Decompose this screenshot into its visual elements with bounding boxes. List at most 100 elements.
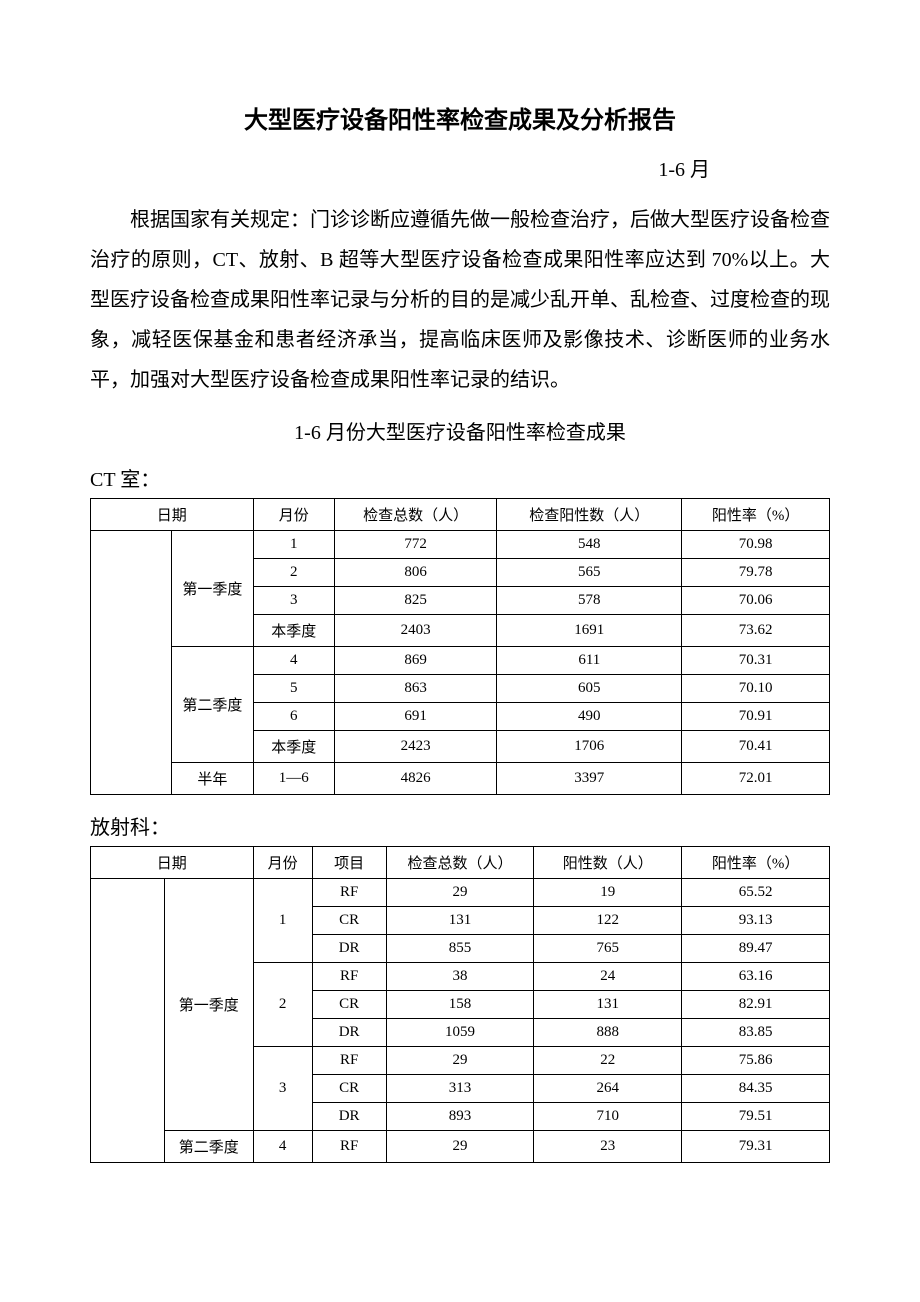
cell-pos: 19 xyxy=(534,879,682,907)
table-row: 第一季度 1 772 548 70.98 xyxy=(91,531,830,559)
quarter-label: 第二季度 xyxy=(172,647,253,763)
cell-rate: 70.10 xyxy=(682,675,830,703)
cell-rate: 84.35 xyxy=(682,1075,830,1103)
blank-cell xyxy=(91,531,172,795)
cell-rate: 70.31 xyxy=(682,647,830,675)
cell-total: 29 xyxy=(386,1131,534,1163)
cell-total: 29 xyxy=(386,879,534,907)
cell-rate: 82.91 xyxy=(682,991,830,1019)
cell-total: 855 xyxy=(386,935,534,963)
table-row: 半年 1—6 4826 3397 72.01 xyxy=(91,763,830,795)
quarter-label: 第二季度 xyxy=(164,1131,253,1163)
cell-month: 5 xyxy=(253,675,334,703)
cell-pos: 548 xyxy=(497,531,682,559)
report-subtitle: 1-6 月 xyxy=(90,153,830,182)
cell-item: CR xyxy=(312,1075,386,1103)
cell-month: 4 xyxy=(253,1131,312,1163)
table-heading: 1-6 月份大型医疗设备阳性率检查成果 xyxy=(90,416,830,445)
quarter-label: 第一季度 xyxy=(172,531,253,647)
cell-item: RF xyxy=(312,1047,386,1075)
cell-total: 825 xyxy=(334,587,497,615)
cell-rate: 79.78 xyxy=(682,559,830,587)
header-month: 月份 xyxy=(253,847,312,879)
cell-month: 2 xyxy=(253,963,312,1047)
header-date: 日期 xyxy=(91,499,254,531)
ct-section-label: CT 室： xyxy=(90,463,830,492)
header-rate: 阳性率（%） xyxy=(682,847,830,879)
header-pos: 检查阳性数（人） xyxy=(497,499,682,531)
cell-rate: 70.98 xyxy=(682,531,830,559)
table-header-row: 日期 月份 项目 检查总数（人） 阳性数（人） 阳性率（%） xyxy=(91,847,830,879)
cell-rate: 70.06 xyxy=(682,587,830,615)
cell-total: 4826 xyxy=(334,763,497,795)
ct-table: 日期 月份 检查总数（人） 检查阳性数（人） 阳性率（%） 第一季度 1 772… xyxy=(90,498,830,795)
cell-pos: 122 xyxy=(534,907,682,935)
cell-rate: 83.85 xyxy=(682,1019,830,1047)
cell-total: 1059 xyxy=(386,1019,534,1047)
blank-cell xyxy=(91,879,165,1163)
half-label: 半年 xyxy=(172,763,253,795)
cell-item: RF xyxy=(312,879,386,907)
header-rate: 阳性率（%） xyxy=(682,499,830,531)
cell-pos: 888 xyxy=(534,1019,682,1047)
cell-rate: 79.51 xyxy=(682,1103,830,1131)
cell-item: CR xyxy=(312,991,386,1019)
cell-total: 772 xyxy=(334,531,497,559)
cell-pos: 23 xyxy=(534,1131,682,1163)
cell-total: 806 xyxy=(334,559,497,587)
cell-pos: 765 xyxy=(534,935,682,963)
cell-pos: 611 xyxy=(497,647,682,675)
cell-total: 2403 xyxy=(334,615,497,647)
header-pos: 阳性数（人） xyxy=(534,847,682,879)
header-month: 月份 xyxy=(253,499,334,531)
header-date: 日期 xyxy=(91,847,254,879)
cell-pos: 605 xyxy=(497,675,682,703)
cell-month: 3 xyxy=(253,587,334,615)
table-row: 第二季度 4 869 611 70.31 xyxy=(91,647,830,675)
cell-pos: 3397 xyxy=(497,763,682,795)
cell-rate: 65.52 xyxy=(682,879,830,907)
cell-total: 863 xyxy=(334,675,497,703)
cell-total: 893 xyxy=(386,1103,534,1131)
cell-month: 本季度 xyxy=(253,731,334,763)
cell-total: 869 xyxy=(334,647,497,675)
cell-month: 3 xyxy=(253,1047,312,1131)
cell-pos: 565 xyxy=(497,559,682,587)
report-title: 大型医疗设备阳性率检查成果及分析报告 xyxy=(90,100,830,135)
table-row: 第二季度 4 RF 29 23 79.31 xyxy=(91,1131,830,1163)
cell-pos: 578 xyxy=(497,587,682,615)
cell-item: CR xyxy=(312,907,386,935)
cell-rate: 79.31 xyxy=(682,1131,830,1163)
cell-month: 1 xyxy=(253,531,334,559)
cell-rate: 63.16 xyxy=(682,963,830,991)
quarter-label: 第一季度 xyxy=(164,879,253,1131)
cell-pos: 490 xyxy=(497,703,682,731)
table-header-row: 日期 月份 检查总数（人） 检查阳性数（人） 阳性率（%） xyxy=(91,499,830,531)
table-row: 第一季度 1 RF 29 19 65.52 xyxy=(91,879,830,907)
cell-month: 1—6 xyxy=(253,763,334,795)
cell-total: 2423 xyxy=(334,731,497,763)
cell-item: DR xyxy=(312,935,386,963)
cell-rate: 70.91 xyxy=(682,703,830,731)
cell-pos: 264 xyxy=(534,1075,682,1103)
cell-pos: 710 xyxy=(534,1103,682,1131)
cell-item: DR xyxy=(312,1103,386,1131)
header-total: 检查总数（人） xyxy=(386,847,534,879)
cell-total: 313 xyxy=(386,1075,534,1103)
cell-pos: 24 xyxy=(534,963,682,991)
cell-item: RF xyxy=(312,963,386,991)
cell-month: 4 xyxy=(253,647,334,675)
cell-pos: 1706 xyxy=(497,731,682,763)
cell-total: 158 xyxy=(386,991,534,1019)
cell-month: 本季度 xyxy=(253,615,334,647)
cell-item: RF xyxy=(312,1131,386,1163)
cell-total: 38 xyxy=(386,963,534,991)
cell-month: 6 xyxy=(253,703,334,731)
rad-section-label: 放射科： xyxy=(90,811,830,840)
cell-item: DR xyxy=(312,1019,386,1047)
intro-paragraph: 根据国家有关规定：门诊诊断应遵循先做一般检查治疗，后做大型医疗设备检查治疗的原则… xyxy=(90,200,830,400)
cell-rate: 93.13 xyxy=(682,907,830,935)
cell-total: 691 xyxy=(334,703,497,731)
cell-month: 2 xyxy=(253,559,334,587)
cell-rate: 72.01 xyxy=(682,763,830,795)
